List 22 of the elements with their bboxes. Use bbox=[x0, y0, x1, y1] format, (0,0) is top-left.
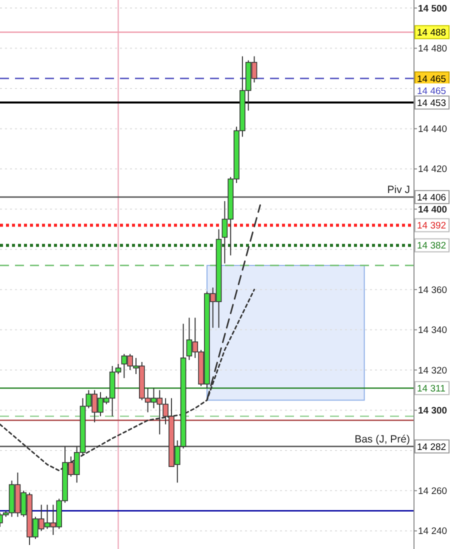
y-tick-label: 14 400 bbox=[418, 204, 448, 216]
annotation: 14 465 bbox=[417, 74, 446, 85]
ref-line-label: Bas (J, Pré) bbox=[354, 433, 410, 446]
annotation: 14 282 bbox=[417, 442, 446, 453]
annotation: 14 311 bbox=[417, 383, 446, 394]
y-tick-label: 14 320 bbox=[418, 365, 448, 376]
y-tick-label: 14 340 bbox=[418, 325, 448, 336]
y-tick-label: 14 440 bbox=[418, 124, 448, 136]
y-tick-label: 14 360 bbox=[418, 284, 448, 296]
text: 14 465 bbox=[417, 86, 446, 97]
annotation: 14 382 bbox=[417, 240, 446, 252]
annotation: 14 406 bbox=[417, 192, 446, 204]
annotation: 14 453 bbox=[417, 98, 446, 109]
annotation: 14 488 bbox=[417, 28, 446, 38]
y-tick-label: 14 500 bbox=[418, 3, 448, 14]
y-tick-label: 14 240 bbox=[418, 526, 448, 538]
annotation: 14 392 bbox=[417, 220, 446, 232]
y-tick-label: 14 420 bbox=[418, 164, 448, 176]
ref-line-label: Piv J bbox=[387, 184, 410, 196]
y-tick-label: 14 300 bbox=[418, 406, 448, 417]
y-tick-label: 14 260 bbox=[418, 486, 448, 498]
y-tick-label: 14 480 bbox=[418, 44, 448, 55]
